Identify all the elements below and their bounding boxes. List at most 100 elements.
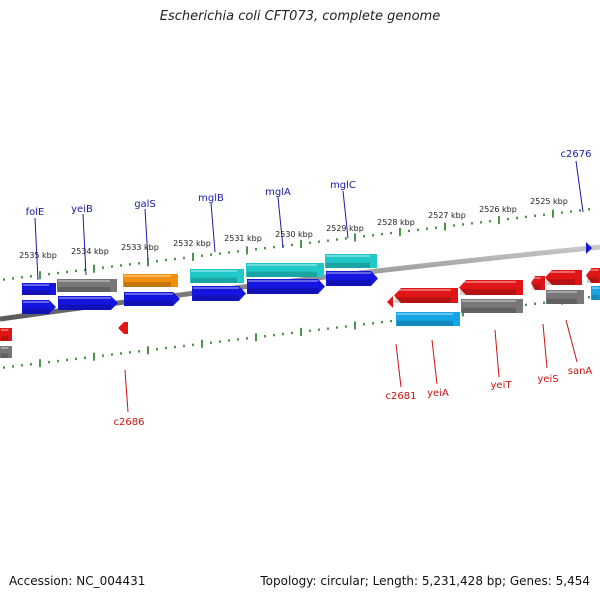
leader-line: [210, 202, 216, 253]
ruler-label: 2534 kbp: [71, 247, 109, 256]
yeiB-gene-block: [57, 279, 117, 292]
yeiT-gene-block-highlight: [462, 300, 516, 302]
mglC-gene-block-shade: [326, 262, 370, 268]
yeiT-gene-arrow-shade: [532, 284, 541, 290]
yeiT-gene-block: [461, 299, 523, 313]
ruler-label: 2527 kbp: [428, 211, 466, 220]
mglA-gene-block-highlight: [247, 264, 317, 266]
mglB-gene-block-highlight: [191, 270, 237, 272]
c2686-left-gene-lower: [0, 346, 12, 358]
gene-label-yeiB: yeiB: [71, 204, 93, 215]
yeiB-gene-block-shade: [58, 287, 110, 292]
leader-line: [277, 196, 284, 249]
galS-gene-block-highlight: [124, 275, 171, 277]
sanA-gene-arrow-highlight: [587, 269, 599, 271]
yeiB-gene-arrow: [58, 296, 118, 310]
c2686-left-gene-lower-shade: [1, 353, 9, 358]
galS-gene-arrow-shade: [125, 300, 173, 306]
yeiB-gene-block-highlight: [58, 280, 110, 282]
mglC-gene-arrow-shade: [327, 280, 371, 286]
mglA-gene-arrow-shade: [248, 288, 318, 294]
leader-line: [542, 323, 548, 369]
accession-text: Accession: NC_004431: [9, 574, 146, 588]
yeiT-gene-arrow: [531, 276, 545, 290]
label-leader-lines: [34, 160, 584, 413]
gene-label-yeiS: yeiS: [537, 374, 558, 385]
folE-gene-arrow-shade: [23, 308, 49, 314]
mglA-gene-arrow-highlight: [248, 280, 318, 282]
yeiA-gene-arrow-shade: [460, 289, 516, 295]
yeiT-gene-block-shade: [462, 307, 516, 313]
topology-summary-text: Topology: circular; Length: 5,231,428 bp…: [260, 574, 590, 588]
sanA-gene-arrow-shade: [587, 277, 599, 283]
gene-label-folE: folE: [26, 207, 45, 218]
leader-line: [565, 319, 578, 363]
mglA-gene-block: [246, 263, 324, 277]
mglC-gene-block: [325, 254, 377, 268]
gene-label-mglA: mglA: [265, 187, 291, 198]
folE-gene-block-shade: [23, 290, 49, 295]
mglB-gene-arrow-shade: [193, 295, 239, 301]
folE-gene-block-highlight: [23, 284, 49, 286]
ruler-label: 2532 kbp: [173, 239, 211, 248]
sanA-gene-arrow: [586, 268, 600, 283]
leader-line: [34, 217, 39, 281]
ruler-label: 2531 kbp: [224, 234, 262, 243]
mglB-gene-arrow: [192, 286, 246, 301]
folE-gene-arrow-highlight: [23, 301, 49, 303]
c2681-marker-arrow: [387, 296, 393, 308]
mglB-gene-block-shade: [191, 277, 237, 283]
gene-labels: folE yeiB galS mglB mglA mglC c2676 c2686 c2681 y…: [26, 149, 593, 428]
c2681-gene-arrow: [394, 288, 458, 303]
gene-features: [0, 242, 600, 358]
yeiS-gene-arrow: [545, 270, 582, 285]
c2686-left-gene-shade: [1, 336, 9, 341]
mglA-gene-arrow: [247, 279, 325, 294]
sanA-gene-block-shade: [547, 298, 577, 304]
mglC-gene-arrow-highlight: [327, 272, 371, 274]
galS-gene-block: [123, 274, 178, 287]
leader-line: [395, 343, 402, 388]
galS-gene-arrow-highlight: [125, 293, 173, 295]
ruler-labels: 2535 kbp 2534 kbp 2533 kbp 2532 kbp 2531 kbp…: [19, 197, 568, 260]
mglC-gene-block-highlight: [326, 255, 370, 257]
sanA-gene-block-highlight: [547, 291, 577, 293]
galS-gene-block-shade: [124, 282, 171, 287]
ruler-label: 2529 kbp: [326, 224, 364, 233]
leader-line: [342, 190, 349, 239]
yeiS-gene-arrow-highlight: [546, 271, 575, 273]
mglB-gene-block: [190, 269, 244, 283]
yeiB-gene-arrow-highlight: [59, 297, 111, 299]
yeiA-gene-arrow: [459, 280, 523, 295]
mglB-gene-arrow-highlight: [193, 287, 239, 289]
gene-label-sanA: sanA: [568, 366, 593, 377]
yeiB-gene-arrow-shade: [59, 304, 111, 310]
sanA-gene-block: [546, 290, 584, 304]
yeiT-gene-arrow-highlight: [532, 277, 541, 279]
mglA-gene-block-shade: [247, 271, 317, 277]
gene-label-c2676: c2676: [561, 149, 592, 160]
gene-label-c2686: c2686: [114, 417, 145, 428]
leader-line: [144, 208, 149, 261]
gene-label-mglB: mglB: [198, 193, 224, 204]
c2676-marker-arrow: [586, 242, 592, 254]
mglC-gene-arrow: [326, 271, 378, 286]
leader-line: [494, 329, 500, 378]
yeiA-gene-block-shade: [397, 320, 453, 326]
folE-gene-arrow: [22, 300, 56, 314]
ruler-label: 2526 kbp: [479, 205, 517, 214]
edge-gene-block-shade: [592, 294, 600, 300]
gene-label-galS: galS: [134, 199, 156, 210]
leader-line: [575, 160, 584, 213]
gene-label-c2681: c2681: [386, 391, 417, 402]
c2681-gene-arrow-shade: [395, 297, 451, 303]
ruler-label: 2528 kbp: [377, 218, 415, 227]
ruler-label: 2525 kbp: [530, 197, 568, 206]
yeiA-gene-block: [396, 312, 460, 326]
leader-line: [431, 339, 438, 385]
edge-gene-block: [591, 286, 600, 300]
gene-label-mglC: mglC: [330, 180, 356, 191]
leader-line: [124, 369, 129, 413]
